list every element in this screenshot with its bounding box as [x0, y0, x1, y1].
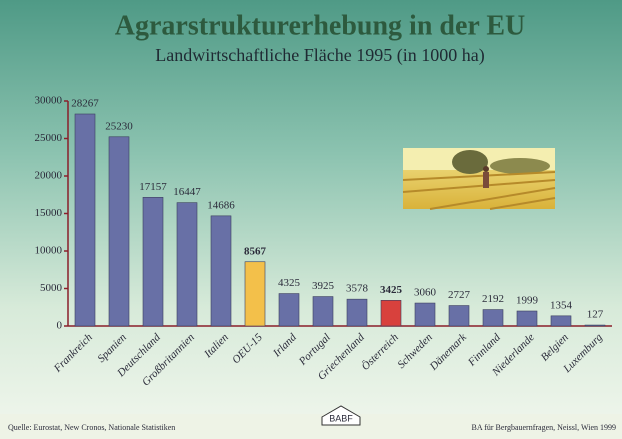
- illustration: [403, 148, 555, 209]
- y-tick-label: 0: [57, 320, 63, 332]
- bar: [483, 310, 503, 326]
- credit-note: BA für Bergbauernfragen, Neissl, Wien 19…: [472, 423, 616, 432]
- bar: [449, 306, 469, 326]
- y-tick-label: 15000: [35, 207, 63, 219]
- chart: Agrarstrukturerhebung in der EU Landwirt…: [0, 0, 622, 439]
- y-tick-label: 30000: [35, 95, 63, 107]
- bar: [585, 325, 605, 326]
- page: Agrarstrukturerhebung in der EU Landwirt…: [0, 0, 622, 439]
- value-label: 25230: [105, 120, 133, 132]
- bar: [211, 216, 231, 326]
- value-label: 2192: [482, 293, 504, 305]
- bar: [415, 303, 435, 326]
- value-label: 14686: [207, 199, 235, 211]
- value-label: 17157: [139, 181, 167, 193]
- y-tick-label: 5000: [40, 282, 63, 294]
- y-tick-label: 20000: [35, 170, 63, 182]
- chart-subtitle: Landwirtschaftliche Fläche 1995 (in 1000…: [155, 45, 484, 66]
- value-label: 8567: [244, 245, 267, 257]
- value-label: 3578: [346, 283, 369, 295]
- value-label: 127: [587, 309, 604, 321]
- bar: [313, 297, 333, 326]
- value-label: 3925: [312, 280, 335, 292]
- y-tick-label: 25000: [35, 132, 63, 144]
- value-label: 1999: [516, 295, 539, 307]
- bar: [245, 262, 265, 326]
- bar: [143, 197, 163, 326]
- bar: [177, 203, 197, 326]
- bar: [279, 294, 299, 326]
- bar: [75, 114, 95, 326]
- value-label: 4325: [278, 277, 301, 289]
- bar: [381, 300, 401, 326]
- source-note: Quelle: Eurostat, New Cronos, Nationale …: [8, 423, 175, 432]
- bar: [109, 137, 129, 326]
- value-label: 16447: [173, 186, 201, 198]
- value-label: 1354: [550, 299, 573, 311]
- logo: BABF: [329, 413, 353, 423]
- bar: [517, 311, 537, 326]
- value-label: 3425: [380, 284, 403, 296]
- chart-title: Agrarstrukturerhebung in der EU: [115, 10, 525, 41]
- value-label: 2727: [448, 289, 471, 301]
- value-label: 28267: [71, 98, 99, 110]
- value-label: 3060: [414, 287, 437, 299]
- bar: [347, 299, 367, 326]
- bar: [551, 316, 571, 326]
- y-tick-label: 10000: [35, 245, 63, 257]
